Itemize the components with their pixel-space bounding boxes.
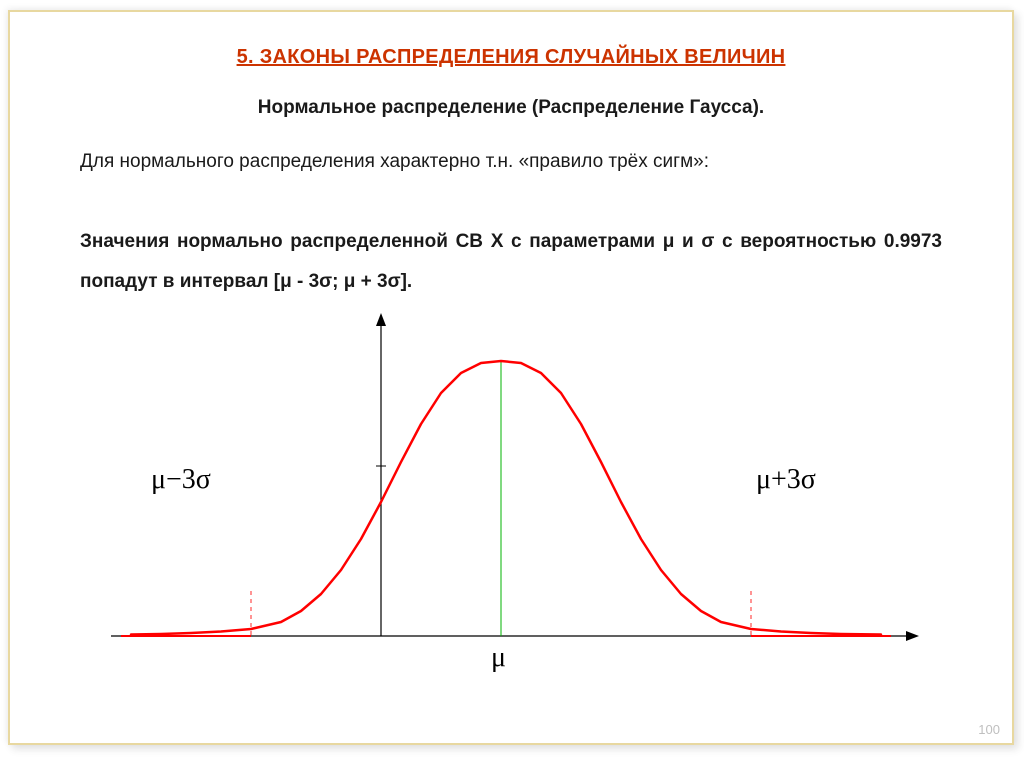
chart-svg [91,306,931,686]
normal-distribution-chart: μ−3σ μ+3σ μ [91,306,931,696]
page-title: 5. ЗАКОНЫ РАСПРЕДЕЛЕНИЯ СЛУЧАЙНЫХ ВЕЛИЧИ… [10,46,1012,69]
page-number: 100 [978,722,1000,737]
label-mu: μ [491,642,506,674]
page-subtitle: Нормальное распределение (Распределение … [10,97,1012,119]
label-mu-minus-3sigma: μ−3σ [151,464,211,496]
three-sigma-rule: Значения нормально распределенной СВ X с… [80,222,942,302]
label-mu-plus-3sigma: μ+3σ [756,464,816,496]
slide-frame: 5. ЗАКОНЫ РАСПРЕДЕЛЕНИЯ СЛУЧАЙНЫХ ВЕЛИЧИ… [8,10,1014,745]
intro-paragraph: Для нормального распределения характерно… [80,147,942,176]
